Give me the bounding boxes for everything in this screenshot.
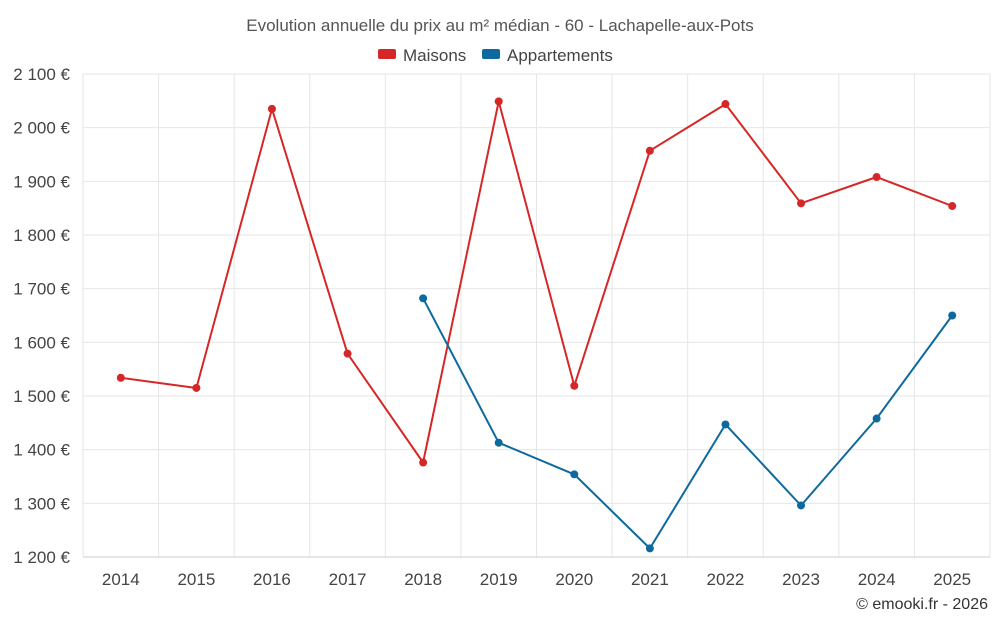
y-tick-label: 1 400 € [13, 441, 70, 460]
y-tick-label: 1 600 € [13, 333, 70, 352]
y-tick-label: 2 100 € [13, 65, 70, 84]
data-point-maisons[interactable] [267, 104, 276, 113]
x-tick-label: 2022 [707, 570, 745, 589]
data-point-appartements[interactable] [948, 311, 957, 320]
y-tick-label: 2 000 € [13, 119, 70, 138]
data-point-maisons[interactable] [645, 146, 654, 155]
y-tick-label: 1 500 € [13, 387, 70, 406]
data-point-appartements[interactable] [645, 544, 654, 553]
y-tick-label: 1 700 € [13, 280, 70, 299]
data-point-appartements[interactable] [570, 470, 579, 479]
x-tick-label: 2014 [102, 570, 140, 589]
data-point-appartements[interactable] [872, 414, 881, 423]
grid [82, 73, 991, 558]
x-tick-label: 2020 [555, 570, 593, 589]
data-point-maisons[interactable] [570, 381, 579, 390]
y-axis: 1 200 € 1 300 € 1 400 € 1 500 € 1 600 € 1 700… [13, 65, 70, 567]
data-point-maisons[interactable] [116, 373, 125, 382]
series-line-maisons [120, 100, 953, 464]
legend-label-maisons[interactable]: Maisons [403, 46, 466, 65]
data-point-maisons[interactable] [494, 97, 503, 106]
data-point-appartements[interactable] [721, 420, 730, 429]
credit-text: © emooki.fr - 2026 [856, 596, 988, 613]
x-tick-label: 2023 [782, 570, 820, 589]
y-tick-label: 1 200 € [13, 548, 70, 567]
x-tick-label: 2015 [177, 570, 215, 589]
x-tick-label: 2021 [631, 570, 669, 589]
data-point-maisons[interactable] [872, 173, 881, 182]
data-point-maisons[interactable] [721, 100, 730, 109]
y-tick-label: 1 300 € [13, 494, 70, 513]
legend-label-appartements[interactable]: Appartements [507, 46, 613, 65]
x-tick-label: 2017 [329, 570, 367, 589]
legend: Maisons Appartements [378, 46, 613, 65]
data-point-maisons[interactable] [419, 458, 428, 467]
series-layer [116, 97, 957, 553]
x-axis: 2014 2015 2016 2017 2018 2019 2020 2021 2022 2023… [83, 556, 990, 589]
legend-swatch-maisons[interactable] [378, 49, 396, 59]
x-tick-label: 2024 [858, 570, 896, 589]
legend-swatch-appartements[interactable] [482, 49, 500, 59]
series-line-appartements [422, 297, 954, 550]
data-point-maisons[interactable] [797, 199, 806, 208]
data-point-maisons[interactable] [192, 383, 201, 392]
y-tick-label: 1 800 € [13, 226, 70, 245]
data-point-maisons[interactable] [343, 349, 352, 358]
data-point-appartements[interactable] [419, 294, 428, 303]
x-tick-label: 2025 [933, 570, 971, 589]
y-tick-label: 1 900 € [13, 172, 70, 191]
chart-title: Evolution annuelle du prix au m² médian … [246, 16, 753, 35]
data-point-appartements[interactable] [494, 438, 503, 447]
data-point-appartements[interactable] [797, 501, 806, 510]
x-tick-label: 2019 [480, 570, 518, 589]
data-point-maisons[interactable] [948, 202, 957, 211]
x-tick-label: 2018 [404, 570, 442, 589]
x-tick-label: 2016 [253, 570, 291, 589]
